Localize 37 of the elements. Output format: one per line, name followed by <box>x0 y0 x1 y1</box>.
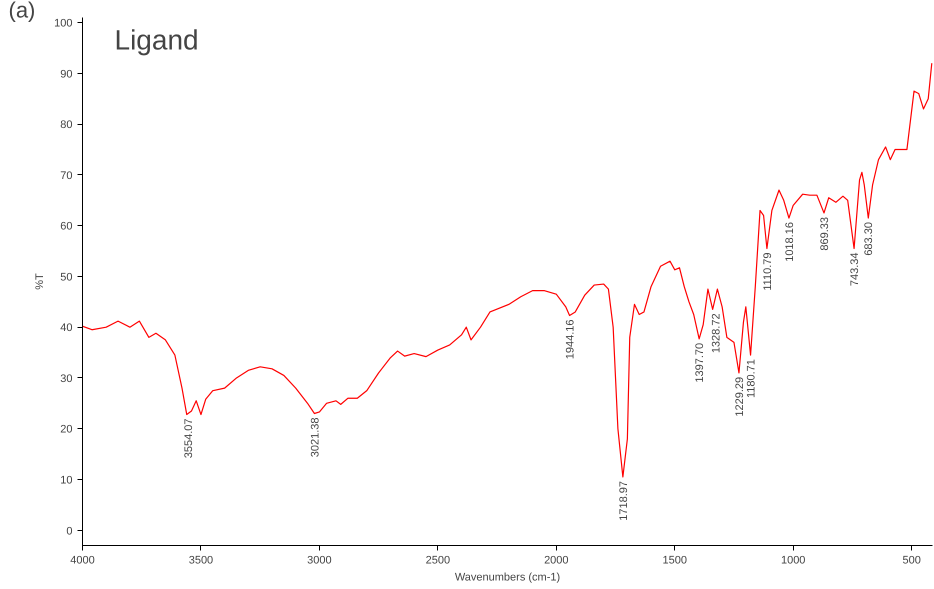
y-tick-label: 20 <box>60 424 73 436</box>
annotation: 1397.70 <box>694 342 706 383</box>
y-tick-label: 90 <box>60 68 73 80</box>
annotation: 1018.16 <box>784 222 796 262</box>
annotation: 1229.29 <box>734 376 746 417</box>
annotation: 1110.79 <box>762 252 774 291</box>
y-tick-label: 80 <box>60 119 73 132</box>
annotation: 1944.16 <box>564 320 577 360</box>
annotation: 3021.38 <box>309 417 322 458</box>
x-tick-label: 2000 <box>544 554 569 566</box>
annotation: 1328.72 <box>710 313 722 354</box>
y-tick-label: 40 <box>60 322 73 334</box>
x-tick-label: 2500 <box>426 554 450 566</box>
x-tick-label: 3000 <box>307 554 332 566</box>
annotation: 869.33 <box>819 216 832 251</box>
x-tick-label: 3500 <box>188 554 214 566</box>
y-tick-label: 70 <box>60 170 73 182</box>
x-tick-label: 1000 <box>780 554 806 566</box>
y-tick-label: 60 <box>60 220 73 233</box>
x-tick-label: 1500 <box>662 554 687 566</box>
annotation: Ligand <box>114 24 199 56</box>
annotation: 1180.71 <box>745 359 758 398</box>
y-tick-label: 30 <box>60 372 73 385</box>
y-tick-label: 50 <box>60 271 73 284</box>
annotation: 683.30 <box>863 222 876 256</box>
line-series <box>82 62 932 478</box>
y-tick-label: 10 <box>60 474 73 486</box>
annotation: 1718.97 <box>618 480 630 521</box>
x-axis-title: Wavenumbers (cm-1) <box>454 572 560 584</box>
y-tick-label: 100 <box>54 18 73 30</box>
x-tick-label: 500 <box>902 554 921 566</box>
annotation: 743.34 <box>849 252 862 286</box>
x-tick-label: 4000 <box>70 554 95 566</box>
y-axis-title: %T <box>34 272 46 290</box>
annotation: 3554.07 <box>183 418 196 458</box>
y-tick-label: 0 <box>66 525 73 538</box>
text: (a) <box>8 0 36 22</box>
